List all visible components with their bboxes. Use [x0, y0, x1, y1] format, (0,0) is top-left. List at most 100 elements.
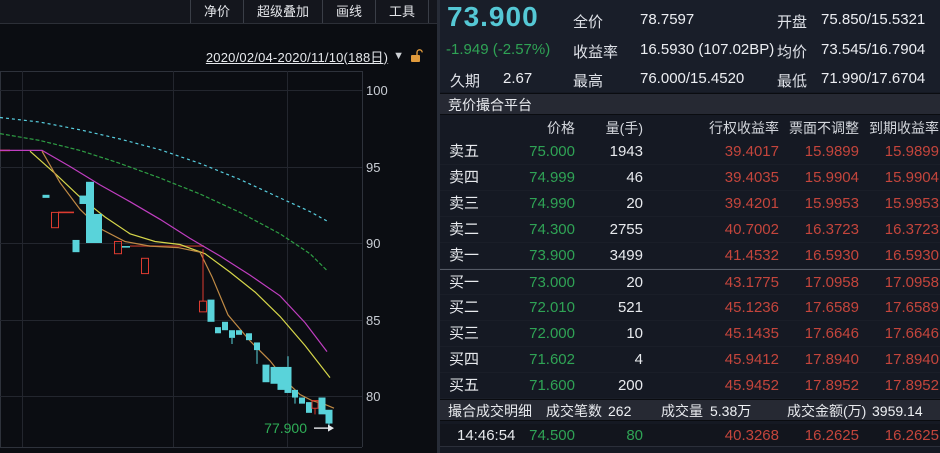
trade-amount-label: 成交金额(万) [787, 403, 867, 419]
level-label: 买五 [449, 377, 480, 394]
trade-volume: 80 [626, 427, 643, 444]
trade-detail-title: 撮合成交明细 [448, 403, 532, 419]
col-volume: 量(手) [605, 120, 643, 136]
yield-label: 收益率 [573, 44, 619, 61]
level-price: 71.600 [529, 377, 575, 394]
order-book-row[interactable]: 买三 72.000 10 45.1435 17.6646 17.6646 [440, 321, 940, 347]
level-price: 74.300 [529, 221, 575, 238]
order-book-row[interactable]: 卖三 74.990 20 39.4201 15.9953 15.9953 [440, 191, 940, 217]
level-maturity-yield: 16.5930 [884, 247, 939, 264]
order-book-row[interactable]: 卖一 73.900 3499 41.4532 16.5930 16.5930 [440, 243, 940, 269]
order-book-row[interactable]: 买四 71.602 4 45.9412 17.8940 17.8940 [440, 347, 940, 373]
col-price: 价格 [547, 120, 575, 136]
level-price: 71.602 [529, 351, 575, 368]
super-overlay-button[interactable]: 超级叠加 [242, 0, 322, 23]
candle [141, 257, 149, 275]
level-volume: 521 [617, 299, 643, 316]
level-label: 卖五 [449, 143, 480, 160]
order-book-row[interactable]: 买一 73.000 20 43.1775 17.0958 17.0958 [440, 269, 940, 295]
level-volume: 10 [626, 325, 643, 342]
candle [199, 300, 207, 313]
level-volume: 3499 [609, 247, 643, 264]
candle [318, 397, 326, 415]
candle [229, 330, 235, 338]
candle [262, 364, 270, 383]
level-coupon-yield: 16.3723 [804, 221, 859, 238]
trade-coupon-yield: 16.2625 [804, 427, 859, 444]
level-price: 73.900 [529, 247, 575, 264]
level-exercise-yield: 40.7002 [724, 221, 779, 238]
level-coupon-yield: 16.5930 [804, 247, 859, 264]
level-label: 买三 [449, 325, 480, 342]
full-price-value: 78.7597 [640, 11, 695, 28]
level-maturity-yield: 17.6589 [884, 299, 939, 316]
order-book-row[interactable]: 卖五 75.000 1943 39.4017 15.9899 15.9899 [440, 139, 940, 165]
trade-maturity-yield: 16.2625 [884, 427, 939, 444]
order-book-row[interactable]: 卖二 74.300 2755 40.7002 16.3723 16.3723 [440, 217, 940, 243]
high-value: 76.000/15.4520 [640, 70, 745, 87]
trade-price: 74.500 [529, 427, 575, 444]
level-volume: 200 [617, 377, 643, 394]
col-coupon-yield: 票面不调整 [789, 120, 859, 136]
level-volume: 1943 [609, 143, 643, 160]
trade-volume-value: 5.38万 [710, 403, 752, 419]
level-exercise-yield: 45.1435 [724, 325, 779, 342]
quote-panel: 73.900 -1.949 (-2.57%) 久期 2.67 全价 78.759… [437, 0, 940, 453]
level-label: 买二 [449, 299, 480, 316]
price-chart[interactable]: 100 95 90 85 80 77.900 [0, 0, 437, 453]
order-book-row[interactable]: 买五 71.600 200 45.9452 17.8952 17.8952 [440, 373, 940, 399]
candle [277, 366, 285, 390]
avg-value: 73.545/16.7904 [821, 41, 926, 58]
candle [236, 330, 242, 335]
level-maturity-yield: 15.9904 [884, 169, 939, 186]
level-price: 75.000 [529, 143, 575, 160]
y-axis-tick: 90 [366, 236, 380, 251]
level-volume: 2755 [609, 221, 643, 238]
level-exercise-yield: 45.9412 [724, 351, 779, 368]
quote-summary: 73.900 -1.949 (-2.57%) 久期 2.67 全价 78.759… [440, 0, 940, 92]
level-coupon-yield: 17.6589 [804, 299, 859, 316]
order-book-row[interactable]: 买二 72.010 521 45.1236 17.6589 17.6589 [440, 295, 940, 321]
col-maturity-yield: 到期收益率 [869, 120, 939, 136]
level-price: 74.990 [529, 195, 575, 212]
trade-volume-label: 成交量 [661, 403, 703, 419]
candle [51, 211, 59, 229]
level-maturity-yield: 17.6646 [884, 325, 939, 342]
level-price: 72.010 [529, 299, 575, 316]
chevron-down-icon[interactable]: ▼ [393, 50, 404, 62]
level-maturity-yield: 15.9953 [884, 195, 939, 212]
low-value: 71.990/17.6704 [821, 70, 926, 87]
y-axis-tick: 80 [366, 389, 380, 404]
candle [311, 400, 319, 409]
draw-line-button[interactable]: 画线 [321, 0, 375, 23]
level-label: 卖四 [449, 169, 480, 186]
duration-value: 2.67 [503, 70, 533, 87]
level-coupon-yield: 15.9899 [804, 143, 859, 160]
date-range-selector[interactable]: 2020/02/04-2020/11/10(188日) ▼ [206, 48, 423, 65]
candle [114, 240, 122, 255]
candle [270, 366, 278, 384]
level-coupon-yield: 17.8952 [804, 377, 859, 394]
trade-count-value: 262 [608, 403, 632, 419]
level-coupon-yield: 17.8940 [804, 351, 859, 368]
order-book-row[interactable]: 卖四 74.999 46 39.4035 15.9904 15.9904 [440, 165, 940, 191]
price-change: -1.949 (-2.57%) [446, 41, 551, 58]
candle [325, 409, 333, 424]
tools-button[interactable]: 工具 [374, 0, 429, 23]
candle [284, 366, 292, 393]
matching-platform-title: 竞价撮合平台 [448, 97, 532, 113]
net-price-button[interactable]: 净价 [189, 0, 243, 23]
lock-icon[interactable] [409, 49, 423, 63]
arrow-right-head [328, 424, 334, 432]
level-maturity-yield: 17.8940 [884, 351, 939, 368]
last-price-marker-label: 77.900 [264, 420, 307, 436]
level-exercise-yield: 39.4017 [724, 143, 779, 160]
last-trade-row[interactable]: 14:46:54 74.500 80 40.3268 16.2625 16.26… [440, 424, 940, 447]
ma-green [0, 133, 328, 271]
candle [215, 327, 221, 334]
level-price: 72.000 [529, 325, 575, 342]
matching-platform-header: 竞价撮合平台 [440, 93, 940, 115]
trade-summary-bar: 撮合成交明细 成交笔数 262 成交量 5.38万 成交金额(万) 3959.1… [440, 399, 940, 421]
level-price: 74.999 [529, 169, 575, 186]
